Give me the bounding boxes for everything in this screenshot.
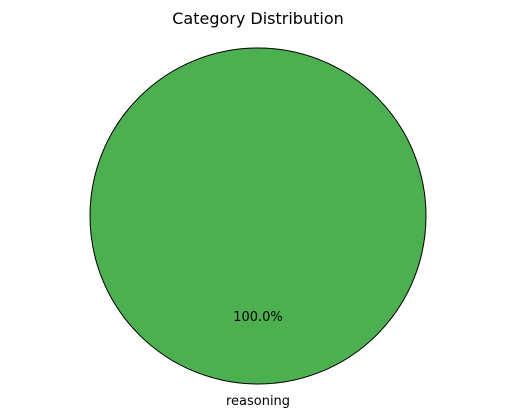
pie-slices bbox=[89, 47, 427, 385]
slice-percent-label: 100.0% bbox=[233, 310, 283, 325]
pie-slice-reasoning bbox=[89, 47, 427, 385]
pie-labels: reasoning 100.0% bbox=[226, 310, 290, 409]
chart-title: Category Distribution bbox=[172, 9, 344, 28]
slice-label: reasoning bbox=[226, 394, 290, 409]
